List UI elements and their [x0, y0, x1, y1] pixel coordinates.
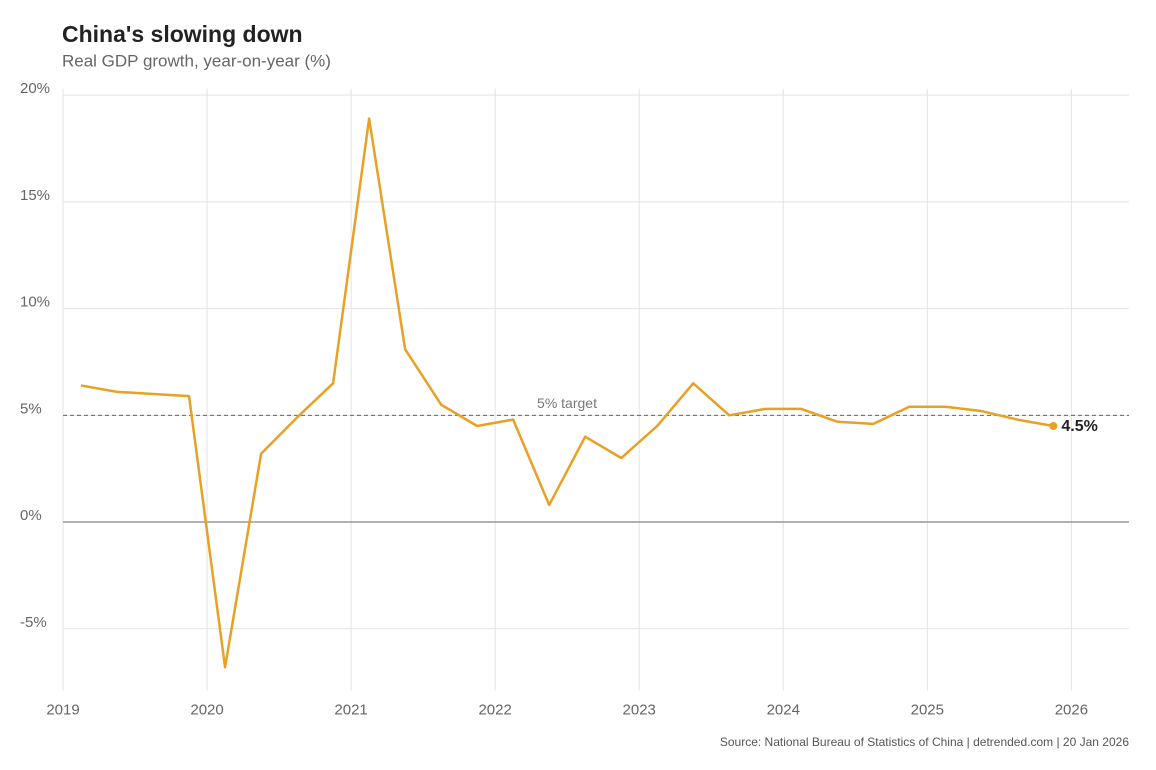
y-tick-label: -5% [20, 614, 47, 631]
x-tick-label: 2024 [767, 702, 800, 719]
x-tick-label: 2021 [334, 702, 367, 719]
chart-title: China's slowing down [62, 21, 303, 47]
y-tick-label: 5% [20, 400, 42, 417]
x-tick-label: 2019 [46, 702, 79, 719]
x-tick-label: 2022 [478, 702, 511, 719]
x-tick-label: 2025 [911, 702, 944, 719]
x-tick-label: 2020 [190, 702, 223, 719]
line [80, 117, 1054, 669]
y-tick-label: 10% [20, 294, 50, 311]
end-dot [1049, 421, 1058, 430]
source: Source: National Bureau of Statistics of… [720, 735, 1129, 749]
x-tick-label: 2026 [1055, 702, 1088, 719]
end-label: 4.5% [1061, 418, 1097, 435]
y-tick-label: 20% [20, 80, 50, 97]
y-tick-label: 15% [20, 187, 50, 204]
y-tick-label: 0% [20, 507, 42, 524]
x-tick-label: 2023 [623, 702, 656, 719]
chart-subtitle: Real GDP growth, year-on-year (%) [62, 51, 331, 70]
reference-label: 5% target [537, 395, 597, 411]
